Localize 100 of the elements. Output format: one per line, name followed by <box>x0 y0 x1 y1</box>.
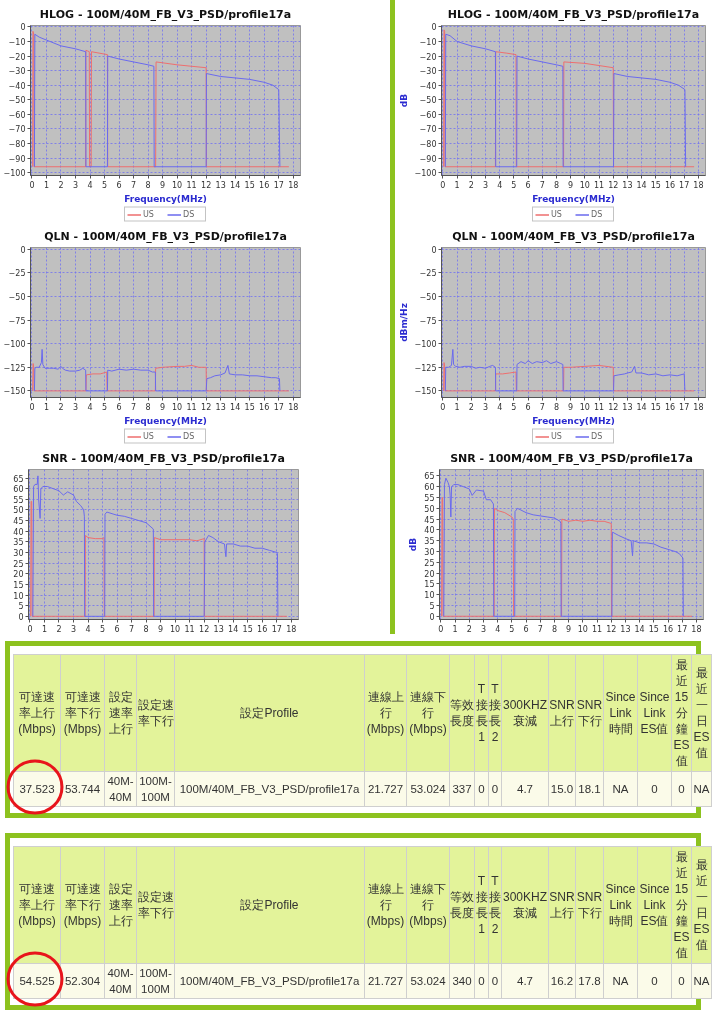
x-tick-label: 1 <box>454 180 460 190</box>
x-tick-label: 10 <box>579 402 590 412</box>
legend-label: DS <box>183 209 196 219</box>
x-tick-label: 14 <box>228 624 239 634</box>
x-tick-label: 6 <box>525 180 531 190</box>
category-label: T接長1 <box>475 655 488 771</box>
x-tick-label: 0 <box>438 624 444 634</box>
text: 100M/40M_FB_V3_PSD/profile17a <box>175 772 364 806</box>
category-label: SNR上行 <box>549 847 575 963</box>
x-tick-label: 8 <box>145 180 151 190</box>
y-tick-label: 10 <box>424 591 435 601</box>
y-tick-label: −25 <box>8 269 26 279</box>
legend-label: US <box>143 431 155 441</box>
y-tick-label: −50 <box>419 293 437 303</box>
y-axis-title: dBm/Hz <box>398 303 409 342</box>
y-tick-label: 20 <box>424 569 435 579</box>
x-tick-label: 13 <box>215 180 226 190</box>
y-tick-label: −100 <box>414 340 437 350</box>
legend-label: US <box>143 209 155 219</box>
x-tick-label: 15 <box>244 402 255 412</box>
y-tick-label: −150 <box>414 387 437 397</box>
chart-title: QLN - 100M/40M_FB_V3_PSD/profile17a <box>452 229 695 243</box>
legend-label: DS <box>591 209 604 219</box>
chart-title: HLOG - 100M/40M_FB_V3_PSD/profile17a <box>447 7 700 21</box>
category-label: 設定速率上行 <box>105 655 136 771</box>
x-tick-label: 9 <box>568 180 574 190</box>
x-tick-label: 17 <box>271 624 282 634</box>
text: 53.744 <box>61 772 104 806</box>
y-tick-label: 20 <box>13 570 24 580</box>
text: 52.304 <box>61 964 104 998</box>
category-label: 等效長度 <box>450 847 474 963</box>
category-label: Since Link ES值 <box>638 655 671 771</box>
x-tick-label: 2 <box>56 624 62 634</box>
x-tick-label: 9 <box>568 402 574 412</box>
y-tick-label: 10 <box>13 591 24 601</box>
x-tick-label: 3 <box>70 624 77 634</box>
x-tick-label: 15 <box>650 402 661 412</box>
text: 21.727 <box>365 964 406 998</box>
category-label: T接長1 <box>475 847 488 963</box>
y-tick-label: 65 <box>13 474 24 484</box>
category-label: 等效長度 <box>450 655 474 771</box>
x-tick-label: 1 <box>452 624 458 634</box>
x-tick-label: 9 <box>566 624 572 634</box>
x-tick-label: 13 <box>215 402 226 412</box>
text: 100M-100M <box>137 964 174 998</box>
x-tick-label: 16 <box>662 624 674 634</box>
x-tick-label: 10 <box>172 402 183 412</box>
y-tick-label: −100 <box>3 340 26 350</box>
text: 4.7 <box>502 964 548 998</box>
x-tick-label: 5 <box>511 180 517 190</box>
x-tick-label: 7 <box>537 624 543 634</box>
text: 0 <box>489 772 501 806</box>
x-tick-label: 17 <box>677 624 688 634</box>
x-tick-label: 12 <box>201 180 212 190</box>
x-tick-label: 4 <box>497 402 503 412</box>
y-tick-label: 65 <box>424 472 435 482</box>
x-tick-label: 12 <box>201 402 212 412</box>
x-tick-label: 15 <box>648 624 659 634</box>
y-tick-label: 60 <box>424 483 435 493</box>
x-tick-label: 6 <box>116 402 122 412</box>
category-label: 可達速率上行(Mbps) <box>14 655 60 771</box>
y-tick-label: −90 <box>419 154 437 164</box>
y-tick-label: −125 <box>3 363 26 373</box>
x-tick-label: 6 <box>116 180 122 190</box>
x-tick-label: 14 <box>636 180 647 190</box>
y-tick-label: −10 <box>419 38 437 48</box>
y-tick-label: 40 <box>424 526 435 536</box>
category-label: Since Link時間 <box>604 847 637 963</box>
legend-label: US <box>551 209 563 219</box>
category-label: 連線上行(Mbps) <box>365 847 406 963</box>
x-tick-label: 14 <box>636 402 647 412</box>
y-tick-label: −125 <box>414 363 437 373</box>
x-tick-label: 0 <box>29 402 35 412</box>
legend-label: DS <box>591 431 604 441</box>
text: 53.024 <box>407 772 449 806</box>
category-label: 設定速率下行 <box>137 847 174 963</box>
x-tick-label: 8 <box>145 402 151 412</box>
y-tick-label: −80 <box>419 139 437 149</box>
x-tick-label: 1 <box>43 180 50 190</box>
y-tick-label: 0 <box>431 245 437 255</box>
x-tick-label: 5 <box>509 624 515 634</box>
x-tick-label: 16 <box>664 402 676 412</box>
x-tick-label: 18 <box>288 180 299 190</box>
x-tick-label: 16 <box>259 180 270 190</box>
x-tick-label: 1 <box>41 624 48 634</box>
text: 21.727 <box>365 772 406 806</box>
y-tick-label: −60 <box>419 110 437 120</box>
text: 0 <box>638 964 671 998</box>
y-tick-label: −20 <box>419 52 437 62</box>
y-axis-title: dB <box>398 93 409 108</box>
x-tick-label: 9 <box>160 402 166 412</box>
y-tick-label: −50 <box>8 96 26 106</box>
category-label: 可達速率下行(Mbps) <box>61 655 104 771</box>
x-tick-label: 16 <box>664 180 676 190</box>
x-tick-label: 10 <box>172 180 183 190</box>
x-tick-label: 2 <box>466 624 472 634</box>
x-tick-label: 14 <box>230 180 241 190</box>
y-tick-label: 35 <box>13 538 24 548</box>
x-tick-label: 14 <box>634 624 645 634</box>
x-tick-label: 18 <box>693 180 704 190</box>
